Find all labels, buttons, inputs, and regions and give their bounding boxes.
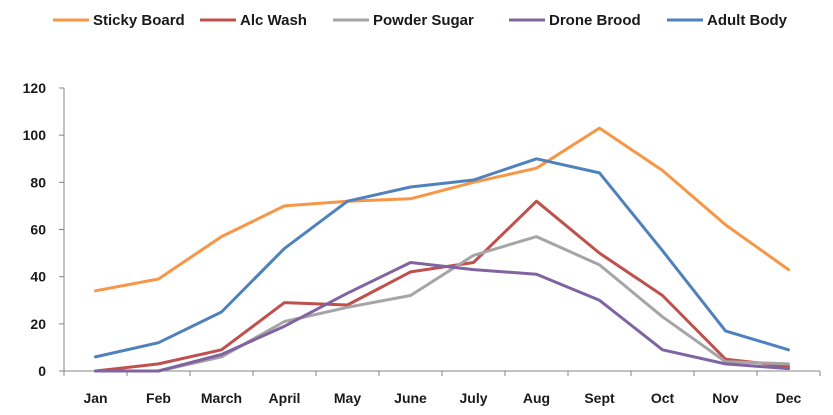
x-axis: Jan Feb March April May June July Aug Sept Oct Nov… xyxy=(63,370,821,406)
series-line-alc-wash xyxy=(94,199,790,373)
x-tick-label: Aug xyxy=(523,390,550,406)
legend-item-adult-body: Adult Body xyxy=(667,12,788,29)
legend-label: Powder Sugar xyxy=(373,12,474,29)
x-tick-label: July xyxy=(459,390,487,406)
y-tick-label: 60 xyxy=(30,222,46,238)
x-tick-label: Dec xyxy=(776,390,802,406)
x-tick-label: March xyxy=(201,390,242,406)
x-tick-label: April xyxy=(269,390,301,406)
chart-legend: Sticky Board Alc Wash Powder Sugar Drone Br… xyxy=(53,12,788,29)
legend-item-sticky-board: Sticky Board xyxy=(53,12,185,29)
x-tick-label: Feb xyxy=(146,390,171,406)
y-axis: 0 20 40 60 80 100 120 xyxy=(23,80,65,379)
legend-label: Alc Wash xyxy=(240,12,307,29)
x-tick-label: Jan xyxy=(83,390,107,406)
y-tick-label: 80 xyxy=(30,174,46,190)
series-line-drone-brood xyxy=(94,261,790,373)
x-tick-label: June xyxy=(394,390,427,406)
x-tick-label: Oct xyxy=(651,390,675,406)
legend-label: Sticky Board xyxy=(93,12,185,29)
series-line-sticky-board xyxy=(94,126,790,293)
legend-item-alc-wash: Alc Wash xyxy=(200,12,307,29)
legend-item-drone-brood: Drone Brood xyxy=(509,12,641,29)
y-tick-label: 0 xyxy=(38,363,46,379)
legend-label: Drone Brood xyxy=(549,12,641,29)
series-line-powder-sugar xyxy=(94,235,790,373)
y-tick-label: 40 xyxy=(30,269,46,285)
x-tick-label: Nov xyxy=(712,390,739,406)
series-line-adult-body xyxy=(94,157,790,359)
legend-label: Adult Body xyxy=(707,12,788,29)
y-tick-label: 120 xyxy=(23,80,47,96)
y-tick-label: 20 xyxy=(30,316,46,332)
y-tick-label: 100 xyxy=(23,127,47,143)
plot-area xyxy=(94,126,790,373)
x-tick-label: May xyxy=(334,390,361,406)
legend-item-powder-sugar: Powder Sugar xyxy=(333,12,474,29)
x-tick-label: Sept xyxy=(584,390,615,406)
